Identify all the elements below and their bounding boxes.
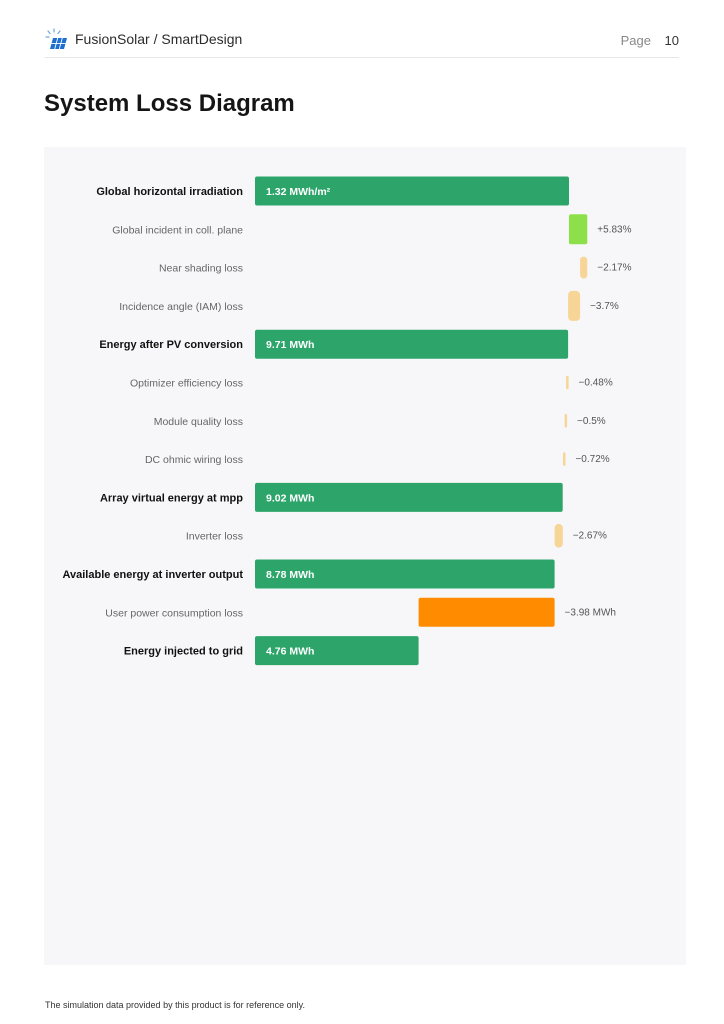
value-label-global-incident-in-coll-plane: +5.83% <box>597 224 631 235</box>
row-label-energy-after-pv-conversion: Energy after PV conversion <box>99 339 243 351</box>
brand-name: FusionSolar / SmartDesign <box>75 31 243 47</box>
bar-dc-ohmic-wiring-loss <box>563 452 566 466</box>
bar-near-shading-loss <box>580 256 588 279</box>
value-label-global-horizontal-irradiation: 1.32 MWh/m² <box>266 186 331 198</box>
row-label-global-horizontal-irradiation: Global horizontal irradiation <box>96 186 243 198</box>
row-label-inverter-loss: Inverter loss <box>186 531 243 543</box>
value-label-user-power-consumption-loss: −3.98 MWh <box>565 607 616 618</box>
row-label-array-virtual-energy-at-mpp: Array virtual energy at mpp <box>100 492 243 504</box>
bar-incidence-angle-iam-loss <box>568 290 581 321</box>
chart-panel: Global horizontal irradiation 1.32 MWh/m²… <box>44 147 686 965</box>
value-label-incidence-angle-iam-loss: −3.7% <box>590 301 619 312</box>
row-label-near-shading-loss: Near shading loss <box>159 263 243 275</box>
bar-global-horizontal-irradiation <box>255 176 569 206</box>
bar-module-quality-loss <box>564 414 568 428</box>
bar-energy-after-pv-conversion <box>255 329 569 359</box>
page-title: System Loss Diagram <box>44 90 295 117</box>
loss-waterfall-chart: Global horizontal irradiation 1.32 MWh/m²… <box>62 176 632 666</box>
value-label-energy-after-pv-conversion: 9.71 MWh <box>266 339 314 351</box>
bar-available-energy-at-inverter-output <box>255 559 555 589</box>
bar-user-power-consumption-loss <box>418 597 555 627</box>
report-header: FusionSolar / SmartDesign Page 10 <box>45 25 679 58</box>
row-label-user-power-consumption-loss: User power consumption loss <box>105 607 243 619</box>
row-label-global-incident-in-coll-plane: Global incident in coll. plane <box>112 224 243 236</box>
row-label-incidence-angle-iam-loss: Incidence angle (IAM) loss <box>119 301 243 313</box>
bar-energy-injected-to-grid <box>255 636 419 666</box>
row-label-optimizer-efficiency-loss: Optimizer efficiency loss <box>130 378 243 390</box>
row-label-available-energy-at-inverter-output: Available energy at inverter output <box>62 569 243 581</box>
bar-inverter-loss <box>554 523 563 548</box>
disclaimer-footnote: The simulation data provided by this pro… <box>45 1000 305 1010</box>
row-label-dc-ohmic-wiring-loss: DC ohmic wiring loss <box>145 454 243 466</box>
value-label-dc-ohmic-wiring-loss: −0.72% <box>575 454 609 465</box>
row-label-energy-injected-to-grid: Energy injected to grid <box>124 646 243 658</box>
value-label-inverter-loss: −2.67% <box>573 531 607 542</box>
bar-global-incident-in-coll-plane <box>569 214 588 245</box>
row-label-module-quality-loss: Module quality loss <box>154 416 243 428</box>
solar-panel-logo-icon <box>45 28 67 50</box>
value-label-module-quality-loss: −0.5% <box>577 416 606 427</box>
bar-optimizer-efficiency-loss <box>566 375 569 390</box>
page-label: Page <box>620 33 651 48</box>
value-label-array-virtual-energy-at-mpp: 9.02 MWh <box>266 492 314 504</box>
value-label-near-shading-loss: −2.17% <box>597 263 631 274</box>
page-number: 10 <box>664 33 679 48</box>
value-label-optimizer-efficiency-loss: −0.48% <box>579 378 613 389</box>
bar-array-virtual-energy-at-mpp <box>255 482 563 512</box>
value-label-available-energy-at-inverter-output: 8.78 MWh <box>266 569 314 581</box>
value-label-energy-injected-to-grid: 4.76 MWh <box>266 646 314 658</box>
